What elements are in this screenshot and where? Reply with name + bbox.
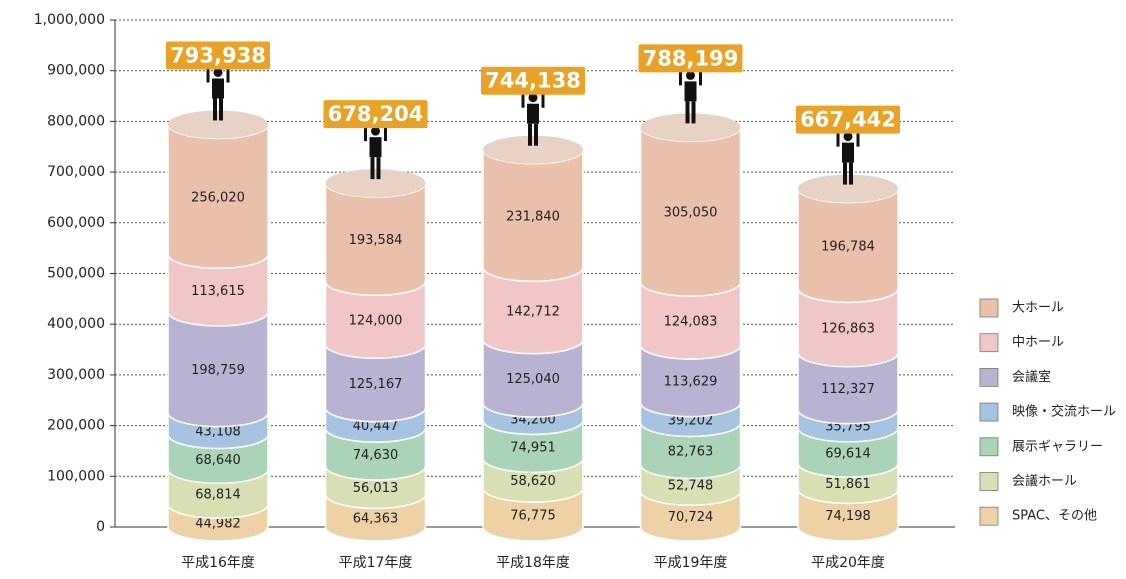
total-label: 744,138 bbox=[485, 69, 581, 93]
figure-leg bbox=[849, 162, 853, 185]
segment-label: 113,615 bbox=[191, 284, 245, 299]
figure-leg bbox=[685, 101, 690, 124]
segment-label: 56,013 bbox=[353, 481, 399, 496]
total-label: 678,204 bbox=[328, 102, 424, 126]
y-tick-label: 300,000 bbox=[47, 367, 105, 383]
cylinder-top bbox=[483, 135, 583, 164]
x-tick-label: 平成16年度 bbox=[181, 555, 255, 571]
y-tick-label: 600,000 bbox=[47, 215, 105, 231]
figure-body bbox=[527, 103, 539, 124]
segment-label: 112,327 bbox=[821, 382, 875, 397]
y-tick-label: 1,000,000 bbox=[34, 12, 105, 28]
legend-swatch bbox=[979, 472, 999, 491]
legend-label: 大ホール bbox=[1012, 301, 1064, 316]
legend-swatch bbox=[979, 367, 999, 387]
segment-label: 113,629 bbox=[664, 375, 718, 390]
figure-leg bbox=[843, 162, 847, 185]
y-tick-label: 0 bbox=[96, 519, 105, 535]
segment-label: 39,202 bbox=[668, 413, 714, 428]
segment-label: 68,814 bbox=[195, 488, 241, 503]
figure-body bbox=[369, 137, 382, 158]
figure-head bbox=[528, 93, 538, 103]
segment-label: 142,712 bbox=[506, 304, 560, 319]
segment-label: 74,198 bbox=[825, 509, 871, 524]
segment-label: 124,083 bbox=[664, 314, 718, 329]
legend-swatch bbox=[979, 333, 999, 353]
total-badge bbox=[166, 41, 270, 70]
figure-leg bbox=[219, 98, 223, 121]
legend-label: 会議ホール bbox=[1012, 474, 1077, 489]
segment-label: 305,050 bbox=[664, 206, 718, 221]
total-badge bbox=[638, 44, 743, 73]
cylinder-top bbox=[798, 174, 898, 203]
segment-label: 68,640 bbox=[195, 453, 241, 468]
segment-label: 125,040 bbox=[506, 372, 560, 387]
legend-label: 映像・交流ホール bbox=[1012, 404, 1116, 420]
segment-label: 256,020 bbox=[191, 190, 245, 205]
figure-head bbox=[686, 70, 695, 80]
segment-label: 231,840 bbox=[506, 209, 560, 224]
figure-leg bbox=[213, 98, 217, 121]
y-tick-label: 200,000 bbox=[47, 418, 105, 434]
figure-leg bbox=[691, 101, 696, 124]
total-label: 788,199 bbox=[643, 46, 739, 70]
segment-label: 82,763 bbox=[668, 444, 714, 459]
y-tick-label: 800,000 bbox=[47, 113, 105, 129]
figure-leg bbox=[370, 157, 375, 180]
x-tick-label: 平成18年度 bbox=[496, 555, 570, 571]
figure-leg bbox=[376, 157, 381, 180]
segment-label: 44,982 bbox=[195, 516, 241, 531]
cylinder-top bbox=[640, 113, 741, 142]
segment-label: 196,784 bbox=[821, 239, 875, 254]
cylinder-top bbox=[168, 110, 268, 139]
y-tick-label: 100,000 bbox=[47, 468, 105, 484]
legend-label: SPAC、その他 bbox=[1012, 509, 1097, 524]
segment-label: 124,000 bbox=[349, 314, 403, 329]
legend-label: 展示ギャラリー bbox=[1012, 439, 1103, 454]
segment-label: 69,614 bbox=[825, 446, 871, 461]
total-badge bbox=[323, 100, 428, 129]
segment-label: 193,584 bbox=[349, 233, 403, 248]
total-label: 667,442 bbox=[800, 108, 896, 132]
y-tick-label: 900,000 bbox=[47, 63, 105, 79]
total-label: 793,938 bbox=[170, 43, 266, 67]
figure-head bbox=[843, 132, 853, 142]
segment-label: 43,108 bbox=[195, 424, 241, 439]
segment-label: 74,951 bbox=[510, 440, 556, 455]
segment-label: 58,620 bbox=[510, 474, 556, 489]
segment-label: 198,759 bbox=[191, 363, 245, 378]
segment-label: 76,775 bbox=[510, 508, 556, 523]
figure-body bbox=[684, 81, 697, 102]
legend-swatch bbox=[979, 506, 999, 526]
segment-label: 64,363 bbox=[353, 512, 399, 527]
cylinder-top bbox=[325, 169, 426, 198]
legend-label: 会議室 bbox=[1012, 369, 1051, 385]
legend-swatch bbox=[979, 298, 999, 318]
figure-head bbox=[371, 126, 380, 136]
figure-leg bbox=[528, 123, 532, 146]
total-badge bbox=[796, 105, 900, 134]
segment-label: 51,861 bbox=[825, 477, 871, 492]
legend-label: 中ホール bbox=[1012, 335, 1064, 350]
figure-body bbox=[212, 78, 224, 99]
figure-head bbox=[213, 67, 223, 77]
y-tick-label: 400,000 bbox=[47, 316, 105, 332]
segment-label: 52,748 bbox=[668, 479, 714, 494]
x-tick-label: 平成20年度 bbox=[811, 555, 885, 571]
segment-label: 70,724 bbox=[668, 510, 714, 525]
total-badge bbox=[481, 66, 585, 95]
figure-leg bbox=[534, 123, 538, 146]
y-tick-label: 500,000 bbox=[47, 266, 105, 282]
legend-swatch bbox=[979, 437, 999, 457]
segment-label: 74,630 bbox=[353, 448, 399, 463]
segment-label: 126,863 bbox=[821, 321, 875, 336]
x-tick-label: 平成19年度 bbox=[654, 555, 728, 571]
segment-label: 40,447 bbox=[353, 419, 399, 434]
segment-label: 125,167 bbox=[349, 377, 403, 392]
figure-body bbox=[842, 142, 854, 163]
y-tick-label: 700,000 bbox=[47, 164, 105, 180]
x-tick-label: 平成17年度 bbox=[339, 555, 413, 571]
legend-swatch bbox=[979, 402, 999, 422]
